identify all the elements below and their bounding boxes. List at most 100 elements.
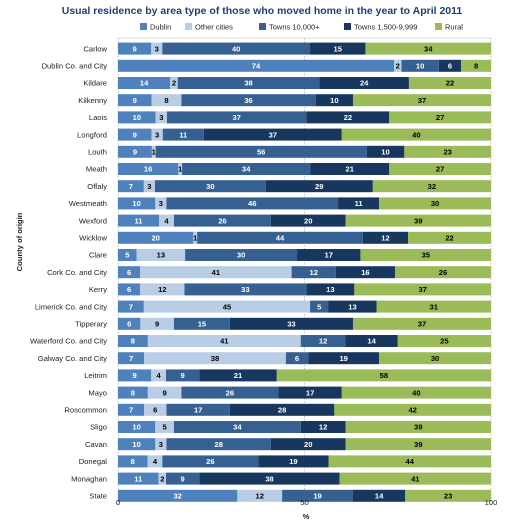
- data-label: 38: [211, 354, 219, 363]
- bar-segment-dublin: [118, 438, 156, 451]
- data-label: 1: [193, 234, 198, 243]
- bar-segment-towns-1-500-9-999: [338, 197, 380, 210]
- data-label: 7: [129, 182, 133, 191]
- data-label: 40: [412, 388, 420, 397]
- data-label: 16: [144, 165, 152, 174]
- category-label: Wexford: [79, 216, 107, 225]
- data-label: 22: [445, 234, 453, 243]
- bar-segment-towns-10-000: [166, 438, 271, 451]
- bar-segment-towns-10-000: [285, 352, 309, 365]
- category-label: Longford: [77, 130, 107, 139]
- data-label: 12: [310, 268, 318, 277]
- legend-item-towns-10-000: Towns 10,000+: [259, 23, 320, 32]
- data-label: 30: [237, 251, 245, 260]
- data-label: 2: [172, 79, 176, 88]
- legend-item-other-cities: Other cities: [185, 23, 233, 32]
- data-label: 19: [339, 354, 347, 363]
- bar-segment-rural: [404, 145, 491, 158]
- data-label: 30: [431, 354, 439, 363]
- data-label: 74: [252, 62, 261, 71]
- bar-segment-rural: [389, 163, 491, 175]
- legend-swatch: [435, 23, 442, 30]
- data-label: 20: [304, 216, 312, 225]
- bar-segment-towns-10-000: [166, 111, 307, 124]
- bar-segment-towns-10-000: [184, 283, 307, 296]
- bar-segment-other-cities: [178, 163, 183, 175]
- data-label: 6: [127, 268, 131, 277]
- data-label: 37: [418, 320, 426, 329]
- bar-segment-towns-10-000: [401, 59, 439, 72]
- bar-segment-towns-1-500-9-999: [265, 180, 373, 193]
- data-label: 39: [414, 216, 422, 225]
- bar-segment-other-cities: [155, 111, 167, 124]
- data-label: 26: [218, 216, 226, 225]
- legend-label: Rural: [445, 23, 463, 32]
- bar-segment-other-cities: [151, 145, 156, 158]
- bar-segment-towns-10-000: [181, 94, 316, 107]
- data-label: 28: [278, 406, 286, 415]
- bar-segment-towns-1-500-9-999: [199, 369, 277, 382]
- data-label: 22: [344, 113, 352, 122]
- legend-item-dublin: Dublin: [140, 23, 171, 32]
- data-label: 21: [345, 165, 354, 174]
- data-label: 40: [412, 130, 420, 139]
- bar-row-louth: 9 1 56 10 23: [118, 145, 491, 158]
- category-label: Monaghan: [71, 474, 107, 483]
- bar-segment-towns-1-500-9-999: [438, 59, 462, 72]
- data-label: 10: [381, 148, 389, 157]
- bar-segment-towns-10-000: [166, 197, 339, 210]
- bar-segment-towns-10-000: [173, 317, 230, 330]
- data-label: 6: [448, 62, 452, 71]
- data-label: 7: [129, 302, 133, 311]
- data-label: 4: [157, 371, 162, 380]
- data-label: 1: [152, 148, 157, 157]
- data-label: 9: [133, 44, 137, 53]
- bar-segment-other-cities: [155, 421, 174, 433]
- data-label: 3: [155, 130, 159, 139]
- data-label: 12: [256, 492, 264, 501]
- data-label: 8: [131, 457, 135, 466]
- bar-segment-other-cities: [147, 335, 301, 347]
- category-label: Leitrim: [84, 371, 107, 380]
- bar-segment-towns-10-000: [166, 472, 200, 485]
- bar-segment-rural: [339, 472, 491, 485]
- bar-segment-towns-10-000: [282, 489, 353, 502]
- data-label: 15: [198, 320, 207, 329]
- bar-segment-other-cities: [170, 77, 178, 89]
- bar-segment-rural: [365, 42, 491, 55]
- data-label: 40: [232, 44, 240, 53]
- bar-segment-towns-10-000: [155, 145, 367, 158]
- bar-segment-dublin: [118, 369, 152, 382]
- data-label: 11: [355, 199, 364, 208]
- data-label: 9: [133, 96, 137, 105]
- bar-segment-dublin: [118, 128, 152, 141]
- data-label: 9: [181, 371, 185, 380]
- bar-row-tipperary: 6 9 15 33 37: [118, 317, 491, 330]
- bar-row-state: 32 12 19 14 23: [118, 489, 491, 502]
- category-label: Offaly: [87, 182, 107, 191]
- bar-segment-rural: [376, 300, 491, 313]
- data-label: 37: [269, 130, 277, 139]
- data-label: 45: [223, 302, 232, 311]
- data-label: 13: [157, 251, 165, 260]
- category-label: Cork Co. and City: [47, 268, 107, 277]
- bar-row-offaly: 7 3 30 29 32: [118, 180, 491, 193]
- category-label: Laois: [89, 113, 107, 122]
- bar-segment-rural: [408, 231, 491, 244]
- bar-segment-rural: [345, 214, 491, 227]
- data-label: 3: [159, 199, 163, 208]
- legend-item-rural: Rural: [435, 23, 463, 32]
- data-label: 34: [424, 44, 433, 53]
- bar-row-cork-co-and-city: 6 41 12 16 26: [118, 266, 491, 279]
- category-label: Galway Co. and City: [38, 354, 107, 363]
- data-label: 1: [178, 165, 183, 174]
- y-axis-title: County of origin: [15, 212, 24, 271]
- bar-segment-dublin: [118, 300, 144, 313]
- data-label: 3: [155, 44, 159, 53]
- data-label: 35: [421, 251, 430, 260]
- bar-segment-dublin: [118, 111, 156, 124]
- category-label: Meath: [86, 165, 107, 174]
- bar-segment-rural: [345, 421, 491, 433]
- data-label: 23: [444, 492, 452, 501]
